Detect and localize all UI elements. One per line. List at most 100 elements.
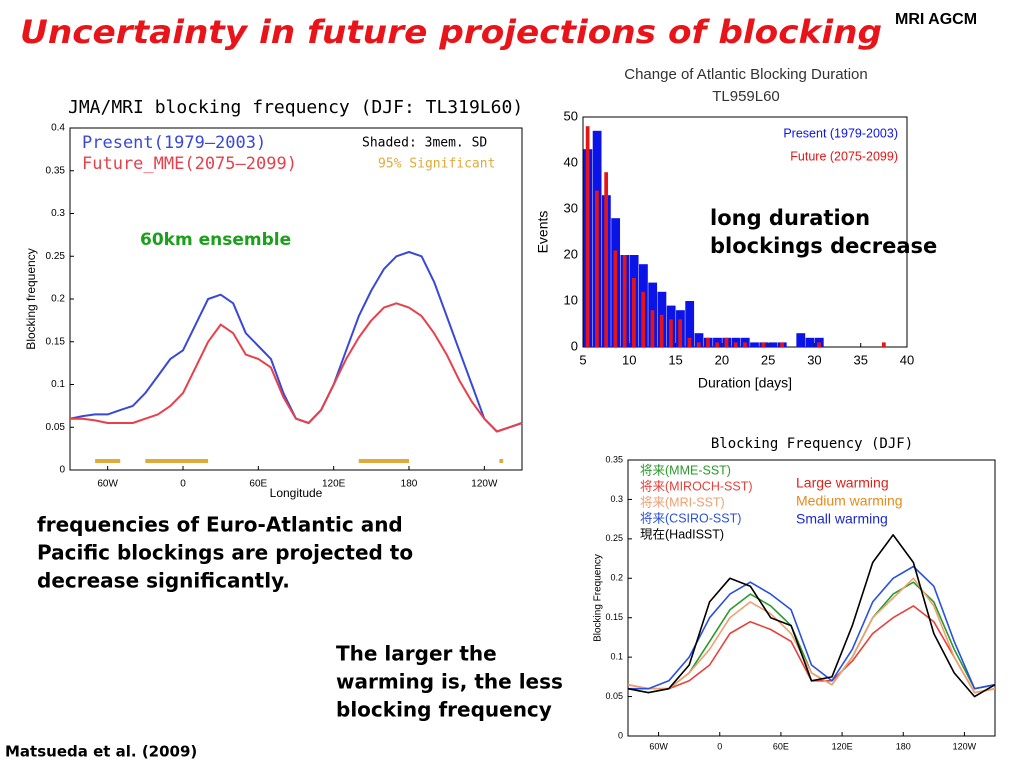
note-line: frequencies of Euro-Atlantic and [37, 513, 403, 537]
series-line [627, 534, 996, 698]
y-tick-label: 0.05 [605, 691, 623, 701]
bar [724, 337, 729, 347]
y-tick-label: 0.15 [46, 336, 66, 347]
plot-frame [627, 459, 996, 737]
x-tick-label: 15 [668, 352, 682, 367]
x-tick-label: 25 [761, 352, 775, 367]
y-tick-label: 40 [564, 154, 578, 169]
y-tick-label: 0.05 [46, 422, 66, 433]
bar [696, 342, 701, 347]
bar [641, 291, 646, 347]
x-tick-label: 120E [322, 479, 346, 490]
bar [669, 319, 673, 347]
x-axis-label: Duration [days] [698, 375, 792, 391]
x-tick-label: 120W [953, 741, 977, 751]
x-tick-label: 0 [717, 741, 722, 751]
x-tick-label: 60E [773, 741, 789, 751]
chart-title: JMA/MRI blocking frequency (DJF: TL319L6… [68, 97, 523, 118]
y-tick-label: 30 [564, 200, 578, 215]
y-tick-label: 0.1 [610, 652, 623, 662]
note-line: The larger the [336, 642, 497, 666]
series-line [70, 302, 523, 433]
bar [761, 342, 766, 347]
bar [678, 319, 683, 347]
x-tick-label: 5 [579, 352, 586, 367]
y-tick-label: 0.2 [51, 294, 65, 305]
y-tick-label: 20 [564, 246, 578, 261]
bar [768, 342, 778, 347]
chart-subtitle: TL959L60 [712, 88, 780, 105]
citation: Matsueda et al. (2009) [5, 743, 197, 761]
y-tick-label: 50 [564, 108, 578, 123]
bar [743, 342, 747, 347]
y-tick-label: 0.25 [605, 533, 623, 543]
bar [780, 342, 784, 347]
slide-title: Uncertainty in future projections of blo… [20, 13, 882, 51]
bar [694, 333, 704, 347]
significance-bar [358, 459, 409, 463]
note-line: blocking frequency [336, 698, 552, 722]
legend-entry: 将来(MRI-SST) [640, 495, 725, 509]
legend-entry: 将来(MIROCH-SST) [640, 479, 753, 493]
y-tick-label: 0.2 [610, 573, 623, 583]
annotation: 95% Significant [378, 157, 495, 172]
bar [715, 342, 720, 347]
y-tick-label: 0 [571, 338, 578, 353]
legend-entry: Present (1979-2003) [783, 126, 898, 140]
x-tick-label: 180 [896, 741, 911, 751]
y-tick-label: 10 [564, 292, 578, 307]
bar [805, 337, 815, 347]
bar [796, 333, 806, 347]
bar [585, 126, 590, 347]
x-tick-label: 30 [807, 352, 821, 367]
y-axis-label: Blocking frequency [24, 248, 38, 349]
bar [817, 342, 821, 347]
slide-tag: MRI AGCM [895, 11, 977, 28]
series-line [627, 581, 996, 694]
bar [613, 250, 618, 347]
legend-entry: 将来(CSIRO-SST) [640, 511, 741, 525]
note-line: decrease significantly. [37, 569, 290, 593]
y-tick-label: 0.3 [51, 208, 65, 219]
y-tick-label: 0.1 [51, 379, 65, 390]
significance-bar [95, 459, 121, 463]
note-line: warming is, the less [336, 670, 563, 694]
legend-entry: Future_MME(2075–2099) [82, 154, 297, 174]
y-axis-label: Blocking Frequency [593, 554, 604, 642]
bar [604, 172, 608, 347]
annotation: Shaded: 3mem. SD [362, 136, 487, 151]
note-line: Pacific blockings are projected to [37, 541, 413, 565]
x-tick-label: 0 [180, 479, 186, 490]
y-tick-label: 0.25 [46, 251, 66, 262]
x-tick-label: 180 [401, 479, 418, 490]
bar [733, 342, 738, 347]
x-axis-label: Longitude [270, 486, 323, 500]
bar [685, 301, 695, 347]
x-tick-label: 40 [900, 352, 914, 367]
y-axis-label: Events [535, 211, 551, 254]
note-line: blockings decrease [710, 234, 937, 258]
series-line [628, 565, 996, 690]
legend-entry: Present(1979–2003) [82, 133, 266, 153]
significance-bar [145, 459, 209, 463]
x-tick-label: 60W [97, 479, 118, 490]
bar [687, 337, 692, 347]
y-tick-label: 0.4 [51, 123, 65, 134]
y-tick-label: 0.3 [610, 494, 623, 504]
bar [622, 255, 627, 347]
series-line [69, 251, 523, 433]
legend-entry: 現在(HadISST) [640, 527, 724, 541]
y-tick-label: 0.35 [46, 165, 66, 176]
x-tick-label: 120E [832, 741, 853, 751]
chart-title: Change of Atlantic Blocking Duration [624, 66, 867, 83]
bar [595, 190, 599, 347]
y-tick-label: 0 [59, 465, 65, 476]
annotation: 60km ensemble [140, 230, 291, 250]
x-tick-label: 10 [622, 352, 636, 367]
significance-bar [499, 459, 504, 463]
y-tick-label: 0.35 [605, 454, 623, 464]
bar [650, 310, 655, 347]
x-tick-label: 60W [649, 741, 668, 751]
